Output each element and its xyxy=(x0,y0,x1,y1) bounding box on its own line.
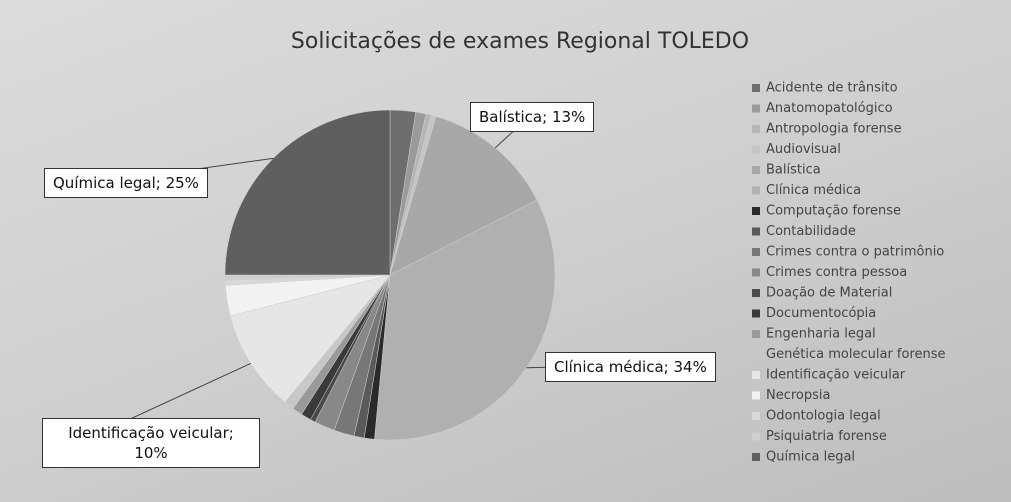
legend-swatch xyxy=(752,84,760,92)
legend-label: Antropologia forense xyxy=(766,122,902,137)
legend-label: Crimes contra pessoa xyxy=(766,265,907,280)
legend-swatch xyxy=(752,309,760,318)
pie-slice xyxy=(389,116,538,276)
legend-swatch xyxy=(752,289,760,297)
legend-swatch xyxy=(752,330,760,338)
legend-swatch xyxy=(752,391,760,400)
legend-swatch xyxy=(752,207,760,215)
legend-swatch xyxy=(752,125,760,133)
legend-label: Contabilidade xyxy=(766,224,856,239)
legend-label: Documentocópia xyxy=(766,306,876,321)
legend-label: Doação de Material xyxy=(766,286,892,301)
legend-swatch xyxy=(752,104,760,113)
legend-swatch xyxy=(752,371,760,379)
legend-label: Acidente de trânsito xyxy=(766,81,898,96)
legend-label: Necropsia xyxy=(766,388,831,403)
legend-swatch xyxy=(752,432,760,441)
data-label: Clínica médica; 34% xyxy=(545,352,716,382)
legend-swatch xyxy=(752,145,760,154)
legend-swatch xyxy=(752,268,760,277)
pie-slice xyxy=(224,109,391,276)
legend-swatch xyxy=(752,248,760,256)
legend-label: Odontologia legal xyxy=(766,409,881,424)
legend-label: Identificação veicular xyxy=(766,368,906,383)
data-label: Balística; 13% xyxy=(470,102,595,132)
pie-slice xyxy=(374,199,556,441)
legend-label: Química legal xyxy=(766,450,855,465)
legend-label: Crimes contra o patrimônio xyxy=(766,245,944,260)
legend-swatch xyxy=(752,412,760,420)
legend-label: Psiquiatria forense xyxy=(766,429,887,444)
legend-label: Anatomopatológico xyxy=(766,101,893,116)
legend-swatch xyxy=(752,453,760,461)
legend-swatch xyxy=(752,227,760,236)
legend-label: Computação forense xyxy=(766,204,901,219)
data-label: Identificação veicular; 10% xyxy=(42,418,260,468)
legend-label: Engenharia legal xyxy=(766,327,876,342)
chart-title: Solicitações de exames Regional TOLEDO xyxy=(291,29,749,54)
legend-swatch xyxy=(752,186,760,195)
data-label: Química legal; 25% xyxy=(44,168,208,198)
legend-label: Balística xyxy=(766,163,821,178)
legend-label: Clínica médica xyxy=(766,183,861,198)
legend-label: Genética molecular forense xyxy=(766,347,946,362)
legend-swatch xyxy=(752,350,760,359)
legend-label: Audiovisual xyxy=(766,142,841,157)
legend-swatch xyxy=(752,166,760,174)
